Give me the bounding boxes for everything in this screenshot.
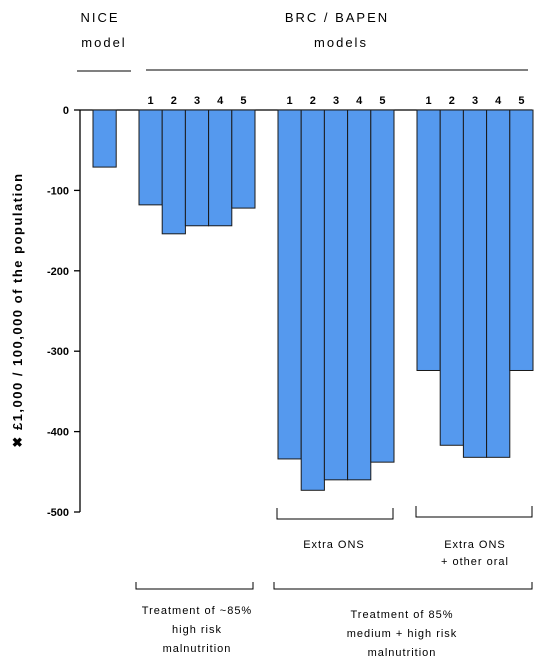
treatment-medium-high-bracket [273, 582, 533, 590]
bar-brc_ons-1 [277, 109, 302, 460]
bar-number-label: 2 [310, 95, 316, 107]
bar-brc_ons-5 [370, 109, 395, 463]
bar-number-label: 4 [356, 95, 363, 107]
bar-brc_high-5 [231, 109, 256, 209]
y-tick-label: -400 [47, 427, 69, 439]
bar-number-label: 5 [518, 95, 524, 107]
extra-ons-other-bracket [415, 506, 533, 518]
y-axis-label: ✖ £1,000 / 100,000 of the population [10, 172, 25, 447]
bar-brc_ons_other-1 [416, 109, 441, 371]
bar-number-label: 2 [171, 95, 177, 107]
bar-number-label: 4 [495, 95, 502, 107]
bar-brc_high-3 [184, 109, 210, 227]
extra-ons-bracket [276, 508, 394, 520]
bar-number-label: 3 [194, 95, 200, 107]
treatment-medium-high-line1: Treatment of 85% [350, 609, 453, 621]
bar-number-labels: 1 2 3 4 5 1 2 3 4 5 1 2 3 4 5 [148, 95, 525, 107]
extra-ons-other-label-line2: + other oral [441, 556, 509, 568]
brc-header-line2: models [314, 35, 368, 50]
bar-brc_ons_other-5 [509, 109, 534, 371]
brc-header-line1: BRC / BAPEN [285, 10, 389, 25]
bar-brc_ons_other-2 [439, 109, 464, 446]
bar-number-label: 3 [333, 95, 339, 107]
extra-ons-label: Extra ONS [303, 539, 365, 551]
bar-number-label: 5 [379, 95, 385, 107]
y-tick-label: -300 [47, 346, 69, 358]
bar-number-label: 5 [240, 95, 246, 107]
bar-brc_ons-4 [347, 109, 372, 481]
y-tick-label: -500 [47, 507, 69, 519]
treatment-high-risk-bracket [135, 582, 254, 590]
treatment-high-risk-line2: high risk [172, 624, 222, 636]
y-ticks: 0 -100 -200 -300 -400 -500 [47, 105, 80, 519]
bar-brc_high-1 [138, 109, 163, 206]
treatment-high-risk-line3: malnutrition [163, 643, 232, 655]
bar-brc_ons_other-3 [462, 109, 488, 458]
bars [92, 109, 534, 491]
bar-brc_ons_other-4 [486, 109, 511, 458]
bar-nice-1 [92, 109, 117, 168]
bar-number-label: 4 [217, 95, 224, 107]
y-tick-label: -200 [47, 266, 69, 278]
bar-brc_high-2 [161, 109, 186, 235]
extra-ons-other-label-line1: Extra ONS [444, 539, 506, 551]
bar-number-label: 3 [472, 95, 478, 107]
bar-brc_ons-3 [323, 109, 349, 481]
nice-header-line1: NICE [80, 10, 119, 25]
bar-number-label: 2 [449, 95, 455, 107]
treatment-high-risk-line1: Treatment of ~85% [142, 605, 252, 617]
nice-header-line2: model [81, 35, 126, 50]
bar-number-label: 1 [426, 95, 432, 107]
bar-brc_high-4 [208, 109, 233, 227]
bar-number-label: 1 [287, 95, 293, 107]
treatment-medium-high-line3: malnutrition [368, 647, 437, 659]
bar-number-label: 1 [148, 95, 154, 107]
bar-brc_ons-2 [300, 109, 325, 491]
y-tick-label: 0 [63, 105, 69, 117]
treatment-medium-high-line2: medium + high risk [347, 628, 458, 640]
y-tick-label: -100 [47, 185, 69, 197]
